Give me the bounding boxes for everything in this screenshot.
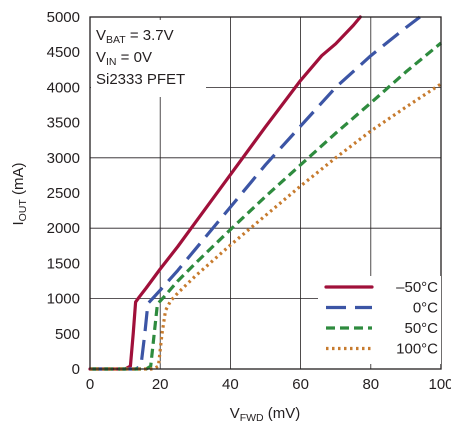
legend-label-1: 0°C bbox=[413, 300, 438, 317]
annotation-line-1: VBAT = 3.7V bbox=[96, 27, 174, 46]
y-tick-label: 500 bbox=[55, 326, 80, 343]
series-line-3 bbox=[90, 82, 442, 371]
annotation-line-2: VIN = 0V bbox=[96, 49, 152, 68]
y-tick-label: 2500 bbox=[47, 185, 80, 202]
y-tick-label: 3000 bbox=[47, 150, 80, 167]
y-tick-label: 4000 bbox=[47, 79, 80, 96]
plot-frame bbox=[89, 16, 442, 370]
y-axis-title: IOUT (mA) bbox=[10, 162, 29, 225]
y-tick-label: 2000 bbox=[47, 220, 80, 237]
x-tick-label: 80 bbox=[362, 376, 379, 393]
y-tick-label: 5000 bbox=[47, 9, 80, 26]
y-tick-label: 1500 bbox=[47, 255, 80, 272]
series-layer bbox=[88, 15, 443, 371]
legend: –50°C 0°C 50°C 100°C bbox=[318, 276, 441, 364]
y-tick-label: 1000 bbox=[47, 291, 80, 308]
x-tick-label: 100 bbox=[428, 376, 451, 393]
legend-label-2: 50°C bbox=[404, 320, 438, 337]
series-line-1 bbox=[90, 15, 421, 371]
x-tick-label: 40 bbox=[222, 376, 239, 393]
annotation-line-3: Si2333 PFET bbox=[96, 71, 185, 88]
y-tick-label: 3500 bbox=[47, 115, 80, 132]
x-tick-label: 20 bbox=[152, 376, 169, 393]
tick-labels: 0 20 40 60 80 1000500100015002000250030003500… bbox=[47, 9, 451, 393]
y-tick-label: 0 bbox=[72, 361, 80, 378]
legend-label-0: –50°C bbox=[396, 279, 438, 296]
x-axis-title: VFWD (mV) bbox=[230, 405, 301, 423]
annotation-box: VBAT = 3.7V VIN = 0V Si2333 PFET bbox=[91, 20, 206, 97]
x-tick-label: 0 bbox=[86, 376, 94, 393]
series-line-2 bbox=[90, 41, 443, 371]
y-tick-label: 4500 bbox=[47, 44, 80, 61]
x-tick-label: 60 bbox=[292, 376, 309, 393]
series-line-0 bbox=[88, 15, 362, 371]
legend-label-3: 100°C bbox=[396, 341, 438, 358]
